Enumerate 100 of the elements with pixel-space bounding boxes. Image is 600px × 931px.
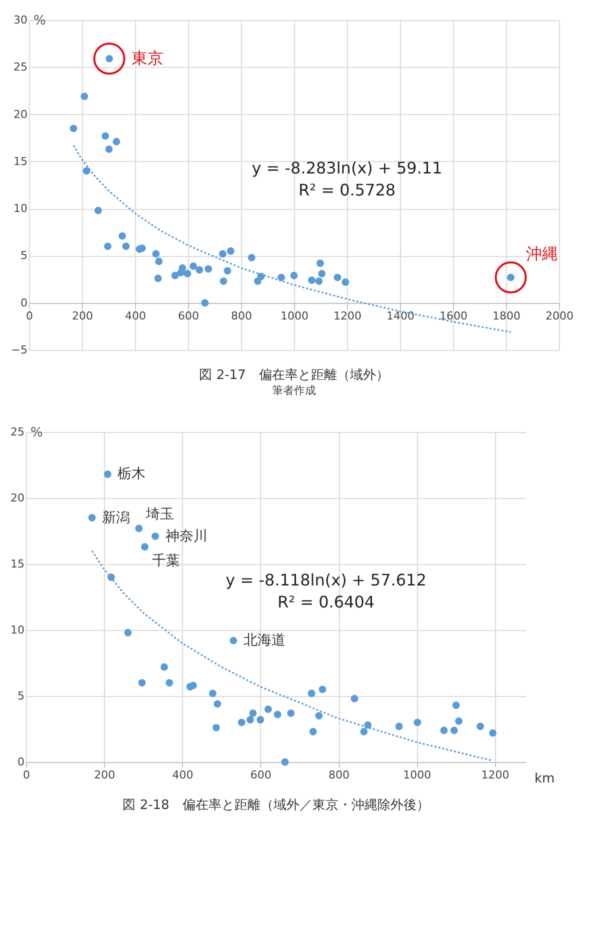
point	[219, 250, 226, 258]
x-tick-label: 1200	[481, 768, 510, 782]
point	[318, 686, 326, 694]
point	[141, 543, 148, 551]
point	[308, 690, 316, 698]
point	[308, 276, 316, 284]
y-axis-title: %	[30, 426, 43, 440]
line-series	[91, 550, 494, 762]
point	[342, 278, 350, 286]
y-tick-label: 20	[14, 108, 28, 121]
point	[230, 636, 238, 644]
point	[264, 706, 272, 713]
annotation: 東京	[131, 48, 164, 68]
point	[112, 138, 120, 146]
point	[104, 470, 112, 478]
x-axis-title: km	[534, 772, 555, 786]
x-tick-label: 400	[125, 309, 146, 322]
point	[246, 716, 254, 724]
point	[80, 92, 88, 100]
y-tick-label: −5	[11, 344, 28, 356]
x-tick-label: 200	[94, 768, 116, 782]
point	[450, 726, 458, 734]
point	[152, 250, 160, 258]
point	[104, 242, 112, 250]
annotation: y = -8.283ln(x) + 59.11	[252, 158, 442, 178]
point	[155, 258, 163, 266]
point	[318, 270, 326, 278]
point	[414, 718, 422, 726]
annotation: 北海道	[243, 632, 286, 649]
annotation: R² = 0.6404	[277, 592, 375, 612]
point	[122, 242, 130, 250]
point	[212, 724, 220, 732]
point	[135, 524, 143, 532]
point	[209, 690, 216, 698]
annotation: 栃木	[118, 466, 146, 482]
text: 図 2-17 偏在率と距離（域外）	[199, 367, 389, 383]
point	[281, 758, 289, 766]
point	[166, 679, 174, 686]
x-tick-label: 1000	[280, 309, 308, 322]
y-tick-label: 0	[20, 296, 28, 310]
annotation: 沖縄	[526, 244, 558, 263]
point	[309, 728, 317, 736]
x-tick-label: 1600	[440, 309, 468, 322]
point	[274, 710, 282, 718]
y-tick-label: 15	[14, 154, 28, 168]
point	[118, 232, 126, 240]
point	[94, 206, 102, 214]
point	[201, 299, 209, 307]
point	[278, 274, 285, 282]
point	[138, 679, 146, 686]
x-tick-label: 800	[231, 309, 252, 322]
point	[395, 722, 403, 730]
point	[152, 532, 160, 540]
point	[440, 726, 448, 734]
point	[316, 260, 324, 267]
x-tick-label: 600	[250, 768, 272, 782]
y-tick-label: 15	[10, 558, 24, 570]
x-tick-label: 1400	[386, 309, 414, 322]
point	[455, 717, 463, 725]
text: 図 2-18 偏在率と距離（域外／東京・沖縄除外後）	[122, 797, 430, 813]
y-tick-label: 5	[18, 690, 24, 702]
x-tick-label: 1800	[492, 309, 520, 322]
x-tick-label: 200	[72, 309, 93, 322]
point	[124, 628, 132, 636]
point	[214, 700, 222, 708]
point	[452, 702, 460, 709]
point	[256, 716, 264, 724]
point	[334, 274, 342, 282]
point	[290, 272, 298, 280]
point	[171, 272, 179, 280]
x-tick-label: 800	[328, 768, 350, 782]
y-tick-label: 30	[14, 14, 28, 26]
annotation: y = -8.118ln(x) + 57.612	[226, 570, 426, 590]
point	[220, 277, 228, 285]
annotation: 新潟	[102, 510, 130, 526]
x-tick-label: 2000	[546, 309, 574, 322]
x-tick-label: 1200	[334, 309, 362, 322]
point	[226, 247, 234, 255]
point	[154, 274, 162, 282]
annotation: 神奈川	[165, 528, 208, 544]
point	[249, 709, 257, 717]
point	[184, 270, 192, 278]
text: 筆者作成	[272, 384, 316, 397]
x-tick-label: 1000	[403, 768, 432, 782]
point	[476, 722, 484, 730]
y-axis-title: %	[34, 14, 46, 28]
point	[190, 262, 198, 270]
y-tick-label: 10	[14, 202, 28, 216]
y-tick-label: 20	[10, 492, 24, 504]
point	[489, 729, 497, 737]
y-tick-label: 0	[18, 756, 24, 768]
point	[177, 268, 185, 276]
point	[82, 167, 90, 175]
annotation: R² = 0.5728	[298, 180, 396, 200]
point	[315, 712, 323, 720]
point	[350, 694, 358, 702]
point	[248, 254, 256, 262]
point	[287, 709, 295, 717]
point	[238, 718, 246, 726]
point	[88, 514, 96, 522]
